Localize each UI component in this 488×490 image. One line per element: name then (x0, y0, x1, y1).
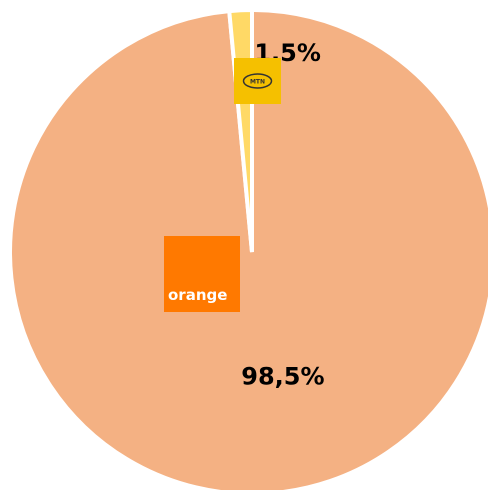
orange-logo: orange (164, 236, 240, 312)
mtn-logo-text: MTN (250, 79, 265, 86)
mtn-logo: MTN (234, 58, 281, 104)
mtn-logo-oval (242, 73, 273, 89)
slice (8, 7, 488, 490)
value-label: 98,5% (241, 363, 324, 391)
orange-logo-bg (164, 236, 240, 312)
orange-logo-text: orange (168, 286, 227, 304)
mtn-logo-bg (234, 58, 281, 104)
